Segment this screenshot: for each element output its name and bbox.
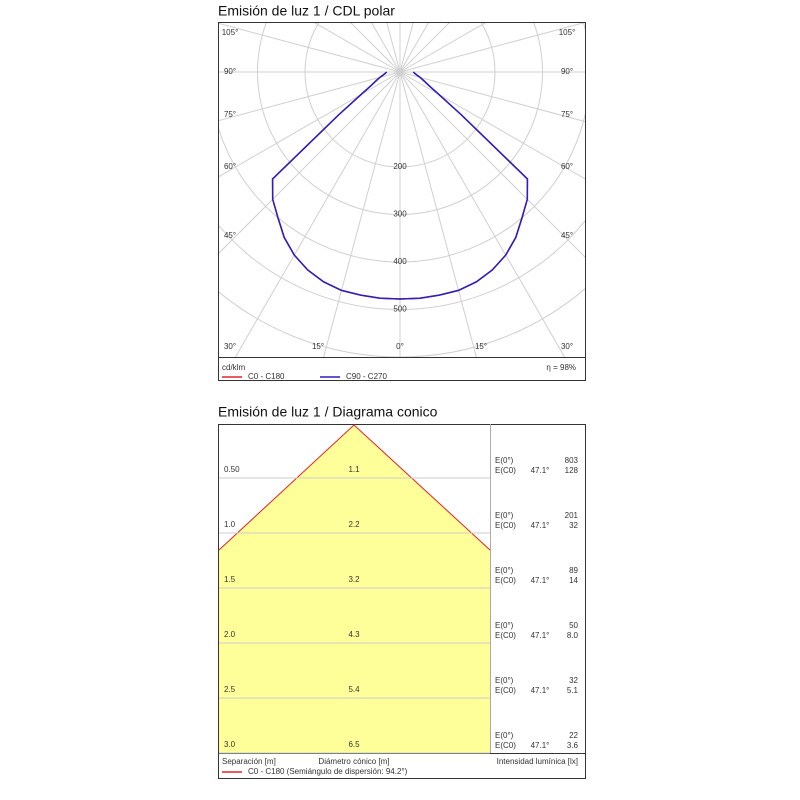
polar-plot bbox=[219, 23, 585, 357]
radial-line bbox=[234, 71, 401, 357]
grid-ring bbox=[257, 23, 543, 215]
r-tick-label: 200 bbox=[393, 162, 407, 171]
radial-line bbox=[323, 71, 401, 357]
radial-line bbox=[219, 23, 401, 73]
angle-value: 47.1° bbox=[531, 576, 550, 585]
legend-label: C0 - C180 (Semiángulo de dispersión: 94.… bbox=[248, 767, 408, 776]
ec0-label: E(C0) bbox=[495, 576, 516, 585]
e0-value: 803 bbox=[565, 456, 579, 465]
legend-label: C90 - C270 bbox=[346, 372, 387, 381]
height-label: 2.5 bbox=[224, 685, 236, 694]
e0-value: 50 bbox=[569, 621, 578, 630]
cone-frame bbox=[218, 424, 586, 779]
e0-label: E(0°) bbox=[495, 621, 514, 630]
angle-label: 30° bbox=[561, 342, 573, 351]
angle-value: 47.1° bbox=[531, 521, 550, 530]
radial-line bbox=[399, 23, 429, 73]
r-tick-label: 400 bbox=[393, 257, 407, 266]
e0-label: E(0°) bbox=[495, 456, 514, 465]
ec0-value: 14 bbox=[569, 576, 578, 585]
r-tick-label: 300 bbox=[393, 210, 407, 219]
e0-value: 22 bbox=[569, 731, 578, 740]
ec0-value: 3.6 bbox=[567, 741, 579, 750]
angle-value: 47.1° bbox=[531, 741, 550, 750]
e0-label: E(0°) bbox=[495, 731, 514, 740]
r-tick-label: 500 bbox=[393, 305, 407, 314]
height-label: 1.5 bbox=[224, 575, 236, 584]
angle-label: 45° bbox=[224, 231, 236, 240]
radial-line bbox=[399, 23, 450, 73]
radial-line bbox=[399, 71, 566, 357]
cone-plot bbox=[218, 424, 491, 754]
angle-label: 60° bbox=[224, 162, 236, 171]
grid-ring bbox=[219, 23, 585, 263]
e0-value: 201 bbox=[565, 511, 579, 520]
ec0-label: E(C0) bbox=[495, 521, 516, 530]
efficiency: η = 98% bbox=[546, 363, 576, 372]
diameter-label: 5.4 bbox=[348, 685, 360, 694]
e0-value: 32 bbox=[569, 676, 578, 685]
chart-title: Emisión de luz 1 / Diagrama conico bbox=[218, 404, 438, 420]
angle-label: 45° bbox=[561, 231, 573, 240]
radial-line bbox=[219, 71, 401, 122]
angle-label: 60° bbox=[561, 162, 573, 171]
cone-area bbox=[219, 425, 490, 753]
grid-ring bbox=[219, 220, 585, 310]
angle-value: 47.1° bbox=[531, 686, 550, 695]
e0-label: E(0°) bbox=[495, 676, 514, 685]
e0-label: E(0°) bbox=[495, 566, 514, 575]
cone-edge bbox=[218, 424, 491, 551]
e0-value: 89 bbox=[569, 566, 578, 575]
diameter-label: 4.3 bbox=[348, 630, 360, 639]
ec0-label: E(C0) bbox=[495, 741, 516, 750]
angle-value: 47.1° bbox=[531, 631, 550, 640]
angle-label: 75° bbox=[224, 110, 236, 119]
height-label: 0.50 bbox=[224, 465, 240, 474]
ec0-value: 128 bbox=[565, 466, 579, 475]
diameter-label: 3.2 bbox=[348, 575, 360, 584]
radial-line bbox=[399, 71, 477, 357]
radial-line bbox=[399, 23, 585, 73]
radial-line bbox=[219, 71, 401, 254]
ec0-label: E(C0) bbox=[495, 466, 516, 475]
angle-label: 0° bbox=[396, 342, 404, 351]
angle-label: 15° bbox=[475, 342, 487, 351]
ec0-value: 32 bbox=[569, 521, 578, 530]
angle-label: 105° bbox=[559, 28, 576, 37]
intensity-curve bbox=[271, 71, 529, 300]
radial-line bbox=[399, 23, 486, 73]
angle-label: 90° bbox=[224, 67, 236, 76]
radial-line bbox=[219, 71, 401, 178]
height-label: 2.0 bbox=[224, 630, 236, 639]
angle-label: 105° bbox=[222, 28, 239, 37]
angle-label: 15° bbox=[312, 342, 324, 351]
height-label: 3.0 bbox=[224, 740, 236, 749]
grid-ring bbox=[304, 23, 496, 168]
legend-label: C0 - C180 bbox=[248, 372, 285, 381]
radial-line bbox=[399, 71, 585, 123]
chart-title: Emisión de luz 1 / CDL polar bbox=[218, 3, 395, 19]
angle-label: 75° bbox=[561, 110, 573, 119]
angle-label: 90° bbox=[561, 67, 573, 76]
polar-frame bbox=[218, 22, 586, 381]
diameter-label: 6.5 bbox=[348, 740, 360, 749]
radial-line bbox=[399, 71, 585, 258]
radial-line bbox=[399, 23, 414, 73]
footer-label: Separación [m] bbox=[222, 757, 276, 766]
ec0-label: E(C0) bbox=[495, 686, 516, 695]
height-label: 1.0 bbox=[224, 520, 236, 529]
ec0-label: E(C0) bbox=[495, 631, 516, 640]
radial-line bbox=[399, 71, 585, 180]
diameter-label: 1.1 bbox=[348, 465, 360, 474]
ec0-value: 8.0 bbox=[567, 631, 579, 640]
ec0-value: 5.1 bbox=[567, 686, 579, 695]
e0-label: E(0°) bbox=[495, 511, 514, 520]
unit: cd/klm bbox=[222, 363, 245, 372]
angle-value: 47.1° bbox=[531, 466, 550, 475]
footer-label: Intensidad lumínica [lx] bbox=[497, 757, 578, 766]
diameter-label: 2.2 bbox=[348, 520, 360, 529]
angle-label: 30° bbox=[224, 342, 236, 351]
footer-label: Diámetro cónico [m] bbox=[318, 757, 389, 766]
